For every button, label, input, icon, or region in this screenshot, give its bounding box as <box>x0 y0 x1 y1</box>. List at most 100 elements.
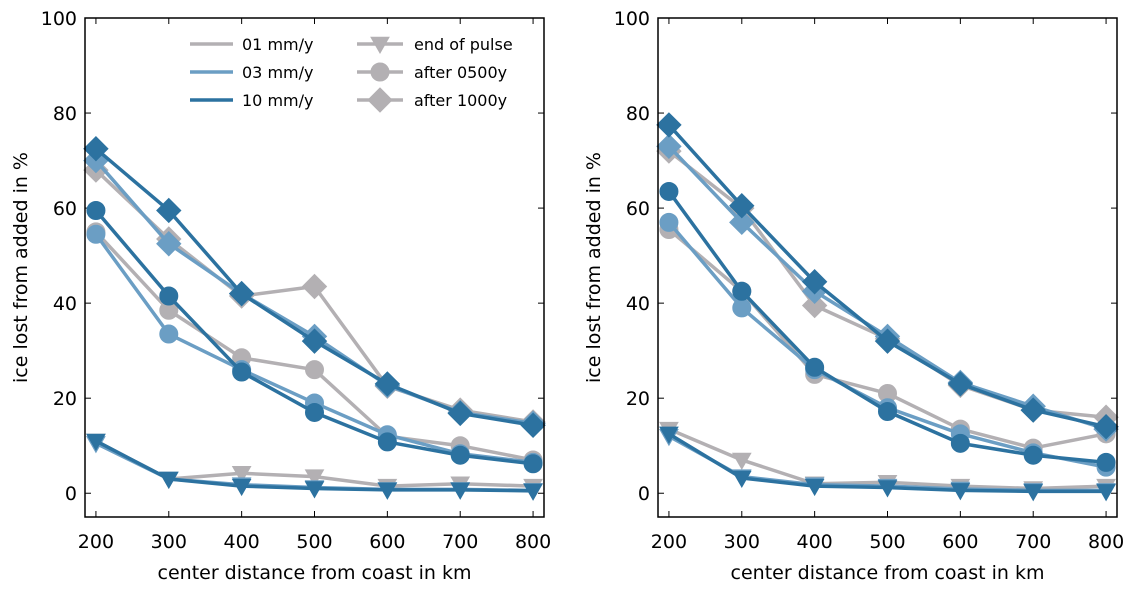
data-point <box>1023 484 1044 502</box>
legend-marker-diamond <box>367 87 393 113</box>
x-tick-label: 500 <box>869 531 905 553</box>
series-circle-10 <box>659 181 1116 472</box>
data-point <box>158 471 179 489</box>
x-axis-label: center distance from coast in km <box>731 562 1045 584</box>
data-point <box>1096 452 1116 472</box>
y-axis-label: ice lost from added in % <box>583 152 605 383</box>
y-tick-label: 100 <box>614 8 650 30</box>
data-point <box>731 452 752 470</box>
y-tick-label: 60 <box>626 198 650 220</box>
x-tick-label: 600 <box>369 531 405 553</box>
x-tick-label: 300 <box>151 531 187 553</box>
data-point <box>801 292 828 319</box>
data-point <box>1020 397 1046 423</box>
data-point <box>656 133 682 160</box>
y-tick-label: 40 <box>53 293 77 315</box>
x-tick-label: 800 <box>515 531 551 553</box>
data-point <box>656 112 682 138</box>
chart-panel-2: 200 300 400 500 600 700 800 0 20 40 60 80 100 center … <box>583 8 1124 584</box>
data-point <box>231 466 252 484</box>
data-point <box>732 298 752 318</box>
data-point <box>301 328 328 354</box>
data-point <box>159 286 179 306</box>
series-triangle-down-10 <box>86 433 543 501</box>
legend-label: after 1000y <box>414 91 507 110</box>
data-point <box>729 193 755 219</box>
data-point <box>731 470 752 489</box>
data-point <box>874 328 901 354</box>
y-tick-label: 20 <box>53 388 77 410</box>
y-tick-label: 100 <box>41 8 77 30</box>
data-point <box>305 402 324 422</box>
legend-label: 03 mm/y <box>242 63 313 82</box>
x-axis-label: center distance from coast in km <box>158 562 472 584</box>
data-point <box>305 360 324 380</box>
data-point <box>523 483 543 501</box>
y-tick-label: 0 <box>638 483 650 505</box>
data-point <box>232 362 252 382</box>
data-point <box>947 371 974 397</box>
data-point <box>86 200 106 220</box>
series-circle-10 <box>86 200 543 474</box>
data-point <box>304 481 325 499</box>
data-point <box>301 273 328 300</box>
legend-label: 10 mm/y <box>242 91 313 110</box>
data-point <box>450 445 470 465</box>
y-tick-label: 0 <box>65 483 77 505</box>
data-point <box>86 224 106 244</box>
legend-label: end of pulse <box>414 35 513 54</box>
legend-label: after 0500y <box>414 63 507 82</box>
data-point <box>732 281 752 301</box>
data-point <box>450 482 471 500</box>
data-point <box>523 454 543 474</box>
series-diamond-10 <box>83 135 546 438</box>
data-point <box>228 280 255 307</box>
y-tick-label: 20 <box>626 388 650 410</box>
data-point <box>659 181 679 201</box>
data-point <box>1096 484 1116 502</box>
x-tick-label: 200 <box>651 531 687 553</box>
data-point <box>729 209 755 236</box>
data-point <box>377 482 398 500</box>
plot-frame <box>657 17 1118 518</box>
data-point <box>156 197 182 224</box>
y-tick-label: 40 <box>626 293 650 315</box>
data-point <box>377 432 397 452</box>
series-diamond-10 <box>656 112 1119 440</box>
data-point <box>659 426 679 444</box>
data-point <box>447 400 473 427</box>
series-line <box>667 123 1107 429</box>
x-tick-label: 600 <box>942 531 978 553</box>
series-triangle-down-10 <box>659 426 1116 502</box>
plot-frame <box>84 17 545 518</box>
x-tick-label: 700 <box>442 531 478 553</box>
x-tick-label: 500 <box>296 531 332 553</box>
x-tick-label: 800 <box>1088 531 1124 553</box>
x-tick-label: 400 <box>224 531 260 553</box>
data-point <box>659 212 679 232</box>
data-point <box>801 269 828 295</box>
data-point <box>804 478 825 497</box>
data-point <box>86 433 106 451</box>
data-point <box>805 357 825 377</box>
chart-panel-1: 200 300 400 500 600 700 800 0 20 40 60 80 100 center … <box>10 8 551 584</box>
data-point <box>374 371 401 397</box>
data-point <box>878 401 897 421</box>
x-tick-label: 300 <box>724 531 760 553</box>
x-tick-label: 400 <box>797 531 833 553</box>
y-tick-label: 80 <box>53 103 77 125</box>
data-point <box>1023 445 1043 465</box>
data-point <box>1093 413 1119 440</box>
legend: 01 mm/y 03 mm/y 10 mm/y end of pulse after 0… <box>190 35 513 113</box>
legend-marker-circle <box>370 62 390 82</box>
data-point <box>877 480 898 498</box>
legend-label: 01 mm/y <box>242 35 313 54</box>
data-point <box>520 412 546 438</box>
data-point <box>304 469 325 487</box>
data-point <box>231 478 252 497</box>
y-tick-label: 80 <box>626 103 650 125</box>
data-point <box>950 433 970 453</box>
legend-marker-triangle-down <box>370 36 390 55</box>
y-axis-label: ice lost from added in % <box>10 152 32 383</box>
